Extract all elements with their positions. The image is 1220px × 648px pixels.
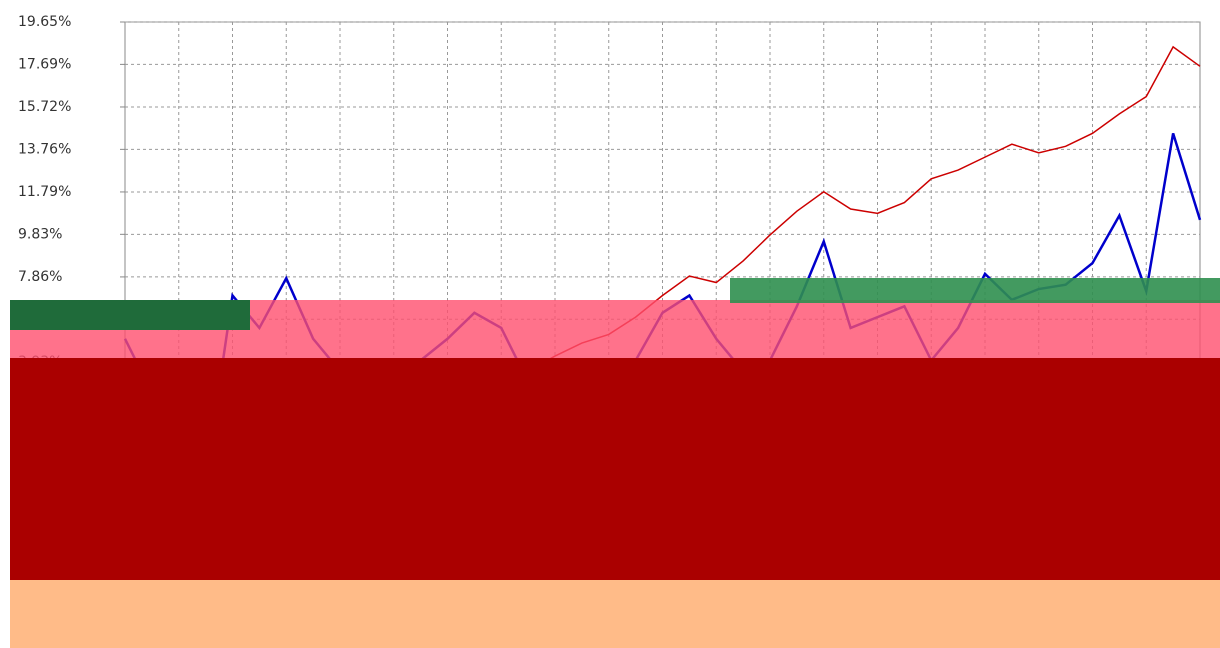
glitch-band bbox=[10, 300, 250, 330]
glitch-overlay bbox=[10, 278, 1220, 648]
y-tick-label: 7.86% bbox=[18, 269, 62, 285]
y-tick-label: 17.69% bbox=[18, 56, 71, 72]
glitch-band bbox=[730, 278, 1220, 303]
glitch-band bbox=[10, 580, 1220, 648]
y-tick-label: 13.76% bbox=[18, 141, 71, 157]
glitch-band bbox=[10, 358, 1220, 580]
y-tick-label: 19.65% bbox=[18, 14, 71, 30]
y-tick-label: 11.79% bbox=[18, 184, 71, 200]
y-tick-label: 15.72% bbox=[18, 99, 71, 115]
y-tick-label: 9.83% bbox=[18, 226, 62, 242]
